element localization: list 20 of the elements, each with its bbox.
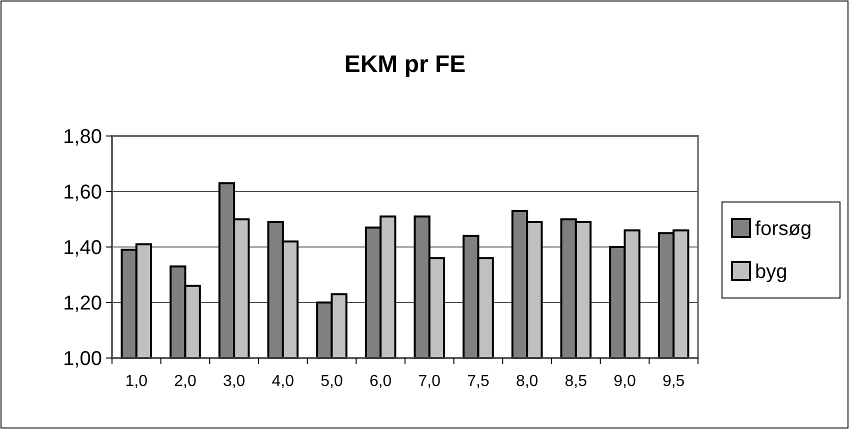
x-tick-label: 7,5 bbox=[467, 373, 490, 390]
x-tick-label: 9,5 bbox=[662, 373, 685, 390]
y-tick-label: 1,00 bbox=[63, 348, 102, 370]
x-tick-label: 6,0 bbox=[369, 373, 392, 390]
x-tick-label: 7,0 bbox=[418, 373, 441, 390]
legend-label: byg bbox=[755, 261, 788, 283]
y-tick-label: 1,20 bbox=[63, 292, 102, 314]
x-tick-label: 9,0 bbox=[614, 373, 636, 390]
x-tick-label: 3,0 bbox=[222, 373, 246, 390]
y-tick-label: 1,40 bbox=[63, 237, 102, 259]
x-tick-label: 4,0 bbox=[272, 373, 294, 390]
y-tick-label: 1,80 bbox=[63, 126, 102, 148]
chart-title: EKM pr FE bbox=[344, 51, 466, 78]
y-tick-label: 1,60 bbox=[63, 182, 102, 204]
x-tick-label: 2,0 bbox=[174, 373, 196, 390]
x-tick-label: 1,0 bbox=[125, 373, 148, 390]
x-tick-label: 5,0 bbox=[320, 373, 343, 390]
x-tick-label: 8,5 bbox=[564, 373, 588, 390]
legend-label: forsøg bbox=[755, 218, 812, 240]
x-tick-label: 8,0 bbox=[516, 373, 538, 390]
